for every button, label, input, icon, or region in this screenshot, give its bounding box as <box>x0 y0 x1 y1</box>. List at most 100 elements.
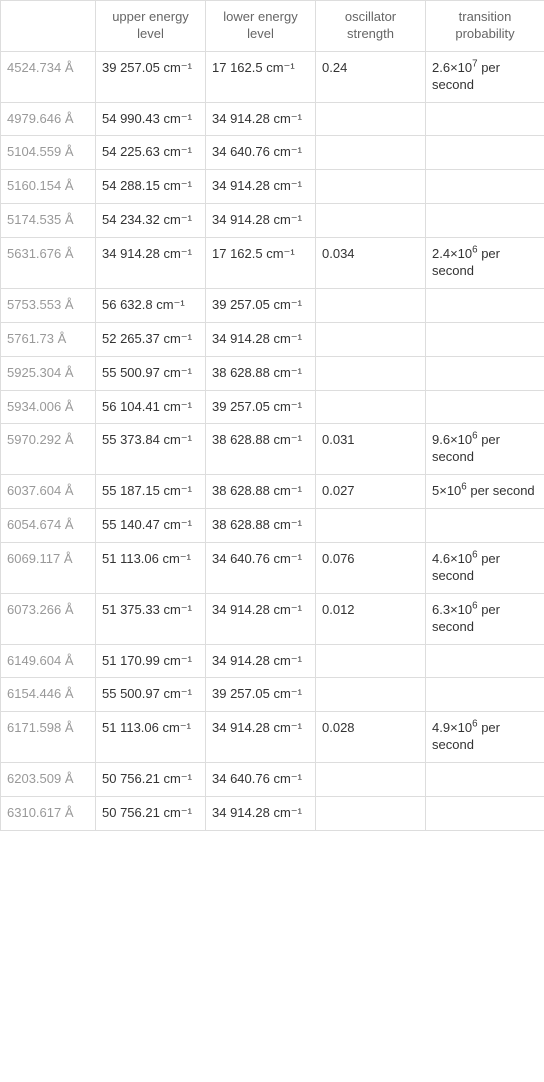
oscillator-cell <box>316 678 426 712</box>
lower-energy-cell: 34 914.28 cm⁻¹ <box>206 712 316 763</box>
table-header-row: upper energy level lower energy level os… <box>1 1 544 52</box>
lower-energy-cell: 38 628.88 cm⁻¹ <box>206 475 316 509</box>
probability-cell: 5×106 per second <box>426 475 544 509</box>
table-row: 6171.598 Å51 113.06 cm⁻¹34 914.28 cm⁻¹0.… <box>1 712 544 763</box>
lower-energy-cell: 34 914.28 cm⁻¹ <box>206 593 316 644</box>
table-row: 5160.154 Å54 288.15 cm⁻¹34 914.28 cm⁻¹ <box>1 170 544 204</box>
probability-cell <box>426 390 544 424</box>
col-header-probability: transition probability <box>426 1 544 52</box>
oscillator-cell <box>316 102 426 136</box>
wavelength-cell: 6069.117 Å <box>1 543 96 594</box>
lower-energy-cell: 34 914.28 cm⁻¹ <box>206 170 316 204</box>
lower-energy-cell: 34 640.76 cm⁻¹ <box>206 763 316 797</box>
lower-energy-cell: 39 257.05 cm⁻¹ <box>206 390 316 424</box>
upper-energy-cell: 55 373.84 cm⁻¹ <box>96 424 206 475</box>
wavelength-cell: 6054.674 Å <box>1 509 96 543</box>
table-body: 4524.734 Å39 257.05 cm⁻¹17 162.5 cm⁻¹0.2… <box>1 51 544 830</box>
oscillator-cell: 0.028 <box>316 712 426 763</box>
upper-energy-cell: 51 113.06 cm⁻¹ <box>96 543 206 594</box>
wavelength-cell: 5753.553 Å <box>1 288 96 322</box>
lower-energy-cell: 39 257.05 cm⁻¹ <box>206 288 316 322</box>
upper-energy-cell: 51 375.33 cm⁻¹ <box>96 593 206 644</box>
lower-energy-cell: 34 914.28 cm⁻¹ <box>206 102 316 136</box>
lower-energy-cell: 38 628.88 cm⁻¹ <box>206 509 316 543</box>
probability-cell <box>426 288 544 322</box>
table-row: 5925.304 Å55 500.97 cm⁻¹38 628.88 cm⁻¹ <box>1 356 544 390</box>
wavelength-cell: 6310.617 Å <box>1 797 96 831</box>
upper-energy-cell: 55 500.97 cm⁻¹ <box>96 356 206 390</box>
probability-cell <box>426 678 544 712</box>
table-row: 5104.559 Å54 225.63 cm⁻¹34 640.76 cm⁻¹ <box>1 136 544 170</box>
oscillator-cell <box>316 356 426 390</box>
upper-energy-cell: 54 990.43 cm⁻¹ <box>96 102 206 136</box>
upper-energy-cell: 54 234.32 cm⁻¹ <box>96 204 206 238</box>
prob-unit: per second <box>467 483 535 498</box>
oscillator-cell <box>316 204 426 238</box>
oscillator-cell <box>316 136 426 170</box>
oscillator-cell <box>316 322 426 356</box>
oscillator-cell <box>316 644 426 678</box>
upper-energy-cell: 34 914.28 cm⁻¹ <box>96 238 206 289</box>
table-row: 6037.604 Å55 187.15 cm⁻¹38 628.88 cm⁻¹0.… <box>1 475 544 509</box>
table-row: 6310.617 Å50 756.21 cm⁻¹34 914.28 cm⁻¹ <box>1 797 544 831</box>
upper-energy-cell: 55 140.47 cm⁻¹ <box>96 509 206 543</box>
oscillator-cell: 0.012 <box>316 593 426 644</box>
probability-cell <box>426 204 544 238</box>
wavelength-cell: 6073.266 Å <box>1 593 96 644</box>
table-row: 6149.604 Å51 170.99 cm⁻¹34 914.28 cm⁻¹ <box>1 644 544 678</box>
upper-energy-cell: 39 257.05 cm⁻¹ <box>96 51 206 102</box>
wavelength-cell: 6203.509 Å <box>1 763 96 797</box>
lower-energy-cell: 34 640.76 cm⁻¹ <box>206 543 316 594</box>
probability-cell <box>426 763 544 797</box>
oscillator-cell <box>316 170 426 204</box>
probability-cell: 2.6×107 per second <box>426 51 544 102</box>
spectral-lines-table: upper energy level lower energy level os… <box>0 0 544 831</box>
probability-cell <box>426 797 544 831</box>
wavelength-cell: 5160.154 Å <box>1 170 96 204</box>
wavelength-cell: 5970.292 Å <box>1 424 96 475</box>
col-header-wavelength <box>1 1 96 52</box>
wavelength-cell: 5925.304 Å <box>1 356 96 390</box>
probability-cell <box>426 170 544 204</box>
wavelength-cell: 6171.598 Å <box>1 712 96 763</box>
prob-coefficient: 5 <box>432 483 439 498</box>
probability-cell <box>426 509 544 543</box>
oscillator-cell: 0.027 <box>316 475 426 509</box>
wavelength-cell: 5174.535 Å <box>1 204 96 238</box>
wavelength-cell: 6149.604 Å <box>1 644 96 678</box>
upper-energy-cell: 54 225.63 cm⁻¹ <box>96 136 206 170</box>
table-row: 6073.266 Å51 375.33 cm⁻¹34 914.28 cm⁻¹0.… <box>1 593 544 644</box>
prob-coefficient: 9.6 <box>432 432 450 447</box>
table-row: 5174.535 Å54 234.32 cm⁻¹34 914.28 cm⁻¹ <box>1 204 544 238</box>
table-row: 6203.509 Å50 756.21 cm⁻¹34 640.76 cm⁻¹ <box>1 763 544 797</box>
table-row: 5934.006 Å56 104.41 cm⁻¹39 257.05 cm⁻¹ <box>1 390 544 424</box>
lower-energy-cell: 17 162.5 cm⁻¹ <box>206 238 316 289</box>
upper-energy-cell: 54 288.15 cm⁻¹ <box>96 170 206 204</box>
wavelength-cell: 5631.676 Å <box>1 238 96 289</box>
table-row: 5761.73 Å52 265.37 cm⁻¹34 914.28 cm⁻¹ <box>1 322 544 356</box>
lower-energy-cell: 17 162.5 cm⁻¹ <box>206 51 316 102</box>
probability-cell: 4.6×106 per second <box>426 543 544 594</box>
lower-energy-cell: 34 640.76 cm⁻¹ <box>206 136 316 170</box>
prob-coefficient: 4.9 <box>432 720 450 735</box>
lower-energy-cell: 39 257.05 cm⁻¹ <box>206 678 316 712</box>
prob-coefficient: 6.3 <box>432 602 450 617</box>
lower-energy-cell: 34 914.28 cm⁻¹ <box>206 644 316 678</box>
upper-energy-cell: 51 170.99 cm⁻¹ <box>96 644 206 678</box>
col-header-upper: upper energy level <box>96 1 206 52</box>
wavelength-cell: 5934.006 Å <box>1 390 96 424</box>
lower-energy-cell: 34 914.28 cm⁻¹ <box>206 204 316 238</box>
lower-energy-cell: 38 628.88 cm⁻¹ <box>206 424 316 475</box>
table-row: 6154.446 Å55 500.97 cm⁻¹39 257.05 cm⁻¹ <box>1 678 544 712</box>
upper-energy-cell: 50 756.21 cm⁻¹ <box>96 797 206 831</box>
wavelength-cell: 4979.646 Å <box>1 102 96 136</box>
oscillator-cell <box>316 509 426 543</box>
probability-cell <box>426 644 544 678</box>
probability-cell <box>426 136 544 170</box>
probability-cell <box>426 102 544 136</box>
prob-coefficient: 4.6 <box>432 551 450 566</box>
oscillator-cell <box>316 288 426 322</box>
lower-energy-cell: 34 914.28 cm⁻¹ <box>206 797 316 831</box>
prob-coefficient: 2.4 <box>432 246 450 261</box>
lower-energy-cell: 38 628.88 cm⁻¹ <box>206 356 316 390</box>
